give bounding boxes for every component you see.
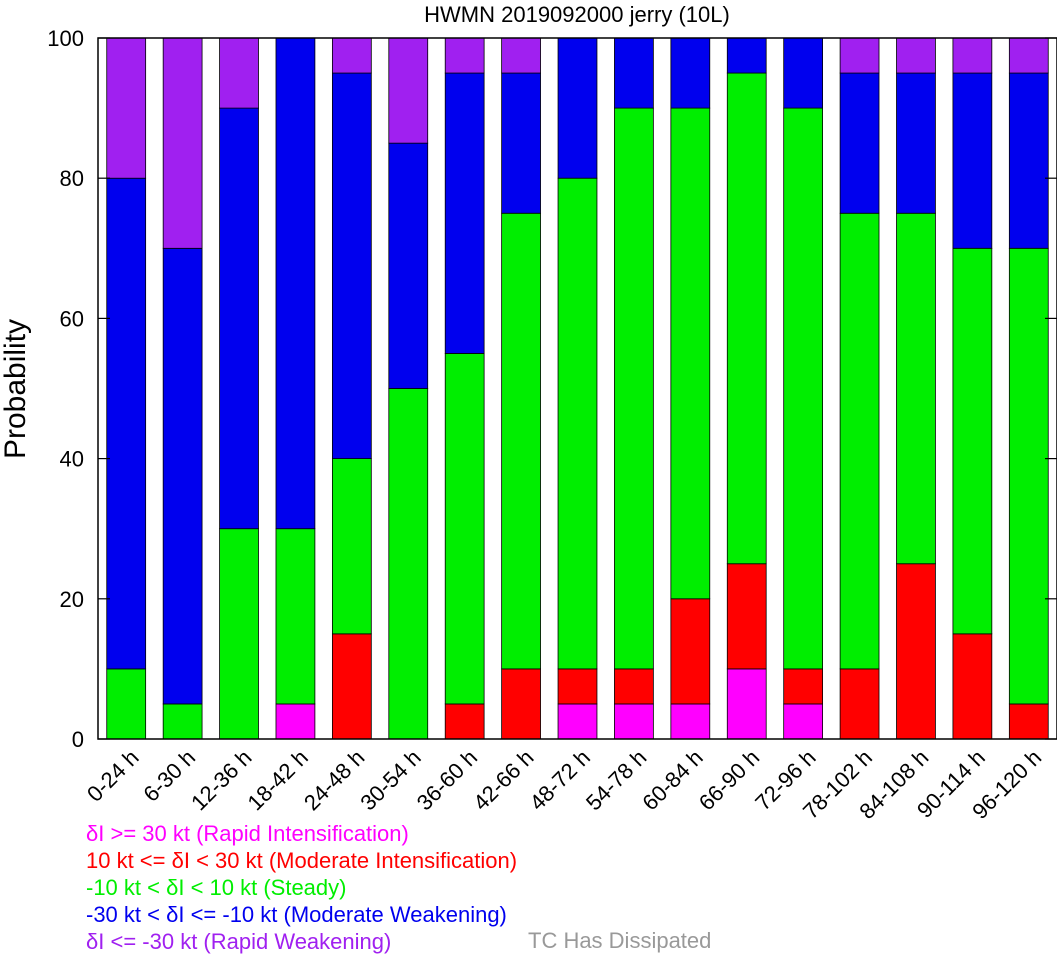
bar-segment-2-3 [219,107,259,530]
bar-segment-3-0 [275,703,316,740]
bar-segment-14-1 [896,563,936,740]
bar-segment-4-2 [331,458,372,635]
x-tick-label: 18-42 h [243,745,313,815]
bar-segment-4-3 [331,72,372,459]
y-tick-label: 20 [60,587,84,612]
bar-segment-0-4 [106,37,147,179]
bar-segment-16-1 [1008,703,1049,740]
legend-item-rapid-intensification: δI >= 30 kt (Rapid Intensification) [86,821,409,846]
x-tick-label: 66-90 h [694,745,764,815]
bar-segment-3-2 [275,528,316,705]
legend-item-rapid-weakening: δI <= -30 kt (Rapid Weakening) [86,929,392,954]
y-tick-label: 0 [72,727,84,752]
bar-segment-10-1 [670,598,711,705]
bar-segment-11-1 [726,563,767,670]
bar-segment-13-3 [839,72,880,214]
bar-segment-7-4 [501,37,541,74]
plot-frame [97,37,1057,740]
bar-segment-7-3 [501,72,541,214]
bar-segment-1-2 [162,703,203,740]
bar-segment-16-2 [1008,247,1049,705]
bar-segment-10-0 [670,703,711,740]
bar-segment-14-2 [896,212,936,565]
bar-segment-12-1 [783,668,823,705]
chart-title: HWMN 2019092000 jerry (10L) [424,2,730,27]
bar-segment-9-2 [614,107,654,670]
y-axis: 0 20 40 60 80 100 [47,26,1057,752]
bar-segment-7-2 [501,212,541,670]
bar-segment-1-3 [162,247,203,705]
legend-item-moderate-weakening: -30 kt < δI <= -10 kt (Moderate Weakenin… [86,902,507,927]
legend: δI >= 30 kt (Rapid Intensification) 10 k… [86,820,517,955]
bar-segment-9-1 [614,668,654,705]
bar-segment-11-3 [726,37,767,74]
bar-segment-10-3 [670,37,711,109]
x-tick-label: 24-48 h [299,745,369,815]
x-tick-label: 12-36 h [186,745,256,815]
bar-segment-11-2 [726,72,767,565]
x-tick-label: 54-78 h [581,745,651,815]
bar-segment-6-2 [444,353,485,705]
x-tick-label: 48-72 h [525,745,595,815]
bar-segment-8-1 [557,668,598,705]
x-tick-label: 60-84 h [637,745,707,815]
bar-segment-6-4 [444,37,485,74]
y-tick-label: 80 [60,166,84,191]
y-tick-label: 60 [60,306,84,331]
bar-segment-13-1 [839,668,880,740]
bar-segment-10-2 [670,107,711,600]
bar-segment-6-3 [444,72,485,354]
bar-segment-12-0 [783,703,823,740]
bar-segment-7-1 [501,668,541,740]
bar-segment-6-1 [444,703,485,740]
bar-segment-0-3 [106,177,147,670]
y-tick-label: 100 [47,26,84,51]
bar-segment-3-3 [275,37,316,530]
bar-segment-16-4 [1008,37,1049,74]
bar-segment-4-1 [331,633,372,740]
x-tick-label: 36-60 h [412,745,482,815]
y-axis-label: Probability [0,319,32,459]
bar-segment-5-2 [388,388,429,740]
bar-segment-12-3 [783,37,823,109]
bar-segment-13-2 [839,212,880,670]
legend-item-moderate-intensification: 10 kt <= δI < 30 kt (Moderate Intensific… [86,848,518,873]
bar-segment-15-4 [952,37,993,74]
bar-segment-9-3 [614,37,654,109]
bar-segment-16-3 [1008,72,1049,249]
bar-segment-15-2 [952,247,993,635]
bar-segment-9-0 [614,703,654,740]
bar-segment-15-3 [952,72,993,249]
bar-segment-15-1 [952,633,993,740]
legend-item-steady: -10 kt < δI < 10 kt (Steady) [86,875,347,900]
bar-segment-2-2 [219,528,259,740]
bar-segment-8-3 [557,37,598,179]
bar-segment-13-4 [839,37,880,74]
bar-segment-2-4 [219,37,259,109]
dissipated-label: TC Has Dissipated [528,928,712,953]
x-axis: 0-24 h6-30 h12-36 h18-42 h24-48 h30-54 h… [82,745,1046,824]
bars-group [106,37,1049,740]
x-tick-label: 42-66 h [468,745,538,815]
bar-segment-12-2 [783,107,823,670]
bar-segment-0-2 [106,668,147,740]
bar-segment-8-0 [557,703,598,740]
bar-segment-4-4 [331,37,372,74]
bar-segment-8-2 [557,177,598,670]
bar-segment-1-4 [162,37,203,249]
bar-segment-14-3 [896,72,936,214]
y-tick-label: 40 [60,447,84,472]
bar-segment-11-0 [726,668,767,740]
bar-segment-14-4 [896,37,936,74]
bar-segment-5-4 [388,37,429,144]
x-tick-label: 30-54 h [355,745,425,815]
x-tick-label: 0-24 h [82,745,144,807]
bar-segment-5-3 [388,142,429,389]
